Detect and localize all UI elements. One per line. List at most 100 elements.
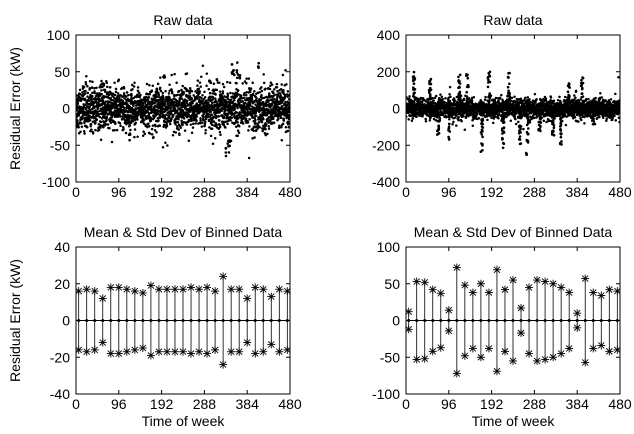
data-point — [514, 122, 518, 126]
data-point — [213, 115, 216, 119]
data-point — [235, 76, 239, 80]
data-point — [145, 117, 148, 120]
data-point — [574, 89, 578, 93]
data-point — [147, 113, 151, 116]
y-axis-label: Residual Error (kW) — [7, 47, 23, 170]
data-point — [439, 93, 442, 96]
data-point — [174, 112, 177, 115]
data-point — [176, 121, 180, 124]
data-point — [168, 89, 171, 93]
data-point — [239, 111, 242, 114]
data-point — [88, 87, 92, 90]
data-point — [190, 117, 193, 121]
data-point — [237, 93, 240, 96]
data-point — [128, 105, 132, 109]
data-point — [285, 83, 288, 86]
data-point — [152, 135, 155, 139]
data-point — [219, 93, 223, 96]
data-point — [273, 97, 276, 101]
data-point — [141, 134, 145, 137]
data-point — [165, 117, 169, 120]
data-point — [215, 101, 219, 104]
data-point — [237, 131, 241, 135]
data-point — [284, 68, 287, 72]
data-point — [251, 127, 254, 130]
data-point — [409, 114, 413, 118]
data-point — [188, 92, 191, 95]
data-point — [123, 97, 126, 100]
data-point — [182, 90, 186, 94]
data-point — [238, 124, 241, 128]
data-point — [155, 95, 159, 98]
data-point — [515, 111, 518, 115]
data-point — [510, 96, 514, 100]
data-point — [428, 119, 432, 122]
data-point — [533, 116, 536, 119]
data-point — [534, 101, 537, 104]
data-point — [199, 121, 202, 125]
data-point — [249, 87, 253, 90]
data-point — [117, 78, 121, 82]
data-point — [443, 101, 447, 104]
data-point — [448, 92, 451, 96]
data-point — [80, 122, 83, 125]
data-point — [174, 117, 178, 121]
data-point — [453, 102, 456, 105]
data-point — [287, 113, 290, 117]
data-point — [131, 107, 134, 111]
data-point — [260, 120, 264, 124]
data-point — [445, 115, 448, 118]
data-point — [115, 128, 119, 132]
data-point — [124, 95, 128, 98]
data-point — [218, 125, 222, 129]
data-point — [171, 92, 174, 95]
data-point — [165, 124, 169, 128]
data-point — [483, 98, 487, 101]
data-point — [190, 89, 194, 93]
data-point — [164, 89, 167, 93]
data-point — [128, 117, 132, 120]
data-point — [180, 119, 183, 122]
data-point — [114, 122, 117, 125]
data-point — [594, 96, 597, 100]
data-point — [201, 121, 204, 125]
data-point — [165, 121, 168, 125]
data-point — [440, 95, 444, 99]
data-point — [245, 77, 248, 80]
data-point — [110, 115, 114, 119]
data-point — [279, 94, 282, 97]
data-point — [432, 99, 435, 102]
data-point — [161, 91, 164, 95]
data-point — [448, 117, 451, 121]
data-point — [121, 115, 124, 118]
data-point — [244, 94, 248, 97]
data-point — [176, 109, 179, 112]
data-point — [106, 85, 109, 89]
data-point — [165, 113, 168, 117]
data-point — [137, 91, 141, 95]
data-point — [181, 123, 184, 127]
data-point — [99, 112, 103, 116]
data-point — [91, 91, 94, 95]
data-point — [251, 81, 254, 85]
data-point — [257, 121, 261, 124]
data-point — [262, 81, 266, 85]
data-point — [96, 107, 100, 111]
data-point — [267, 99, 271, 102]
data-point — [148, 83, 151, 87]
data-point — [170, 73, 173, 77]
data-point — [188, 110, 192, 114]
data-point — [150, 133, 154, 136]
data-point — [451, 123, 454, 126]
data-point — [407, 97, 411, 100]
data-point — [264, 104, 268, 107]
data-point — [95, 86, 98, 90]
outlier-point — [232, 72, 235, 76]
data-point — [94, 121, 97, 124]
data-point — [244, 101, 247, 105]
data-point — [126, 93, 130, 97]
data-point — [209, 134, 213, 138]
data-point — [176, 93, 179, 97]
data-point — [181, 84, 184, 88]
data-point — [80, 125, 84, 128]
